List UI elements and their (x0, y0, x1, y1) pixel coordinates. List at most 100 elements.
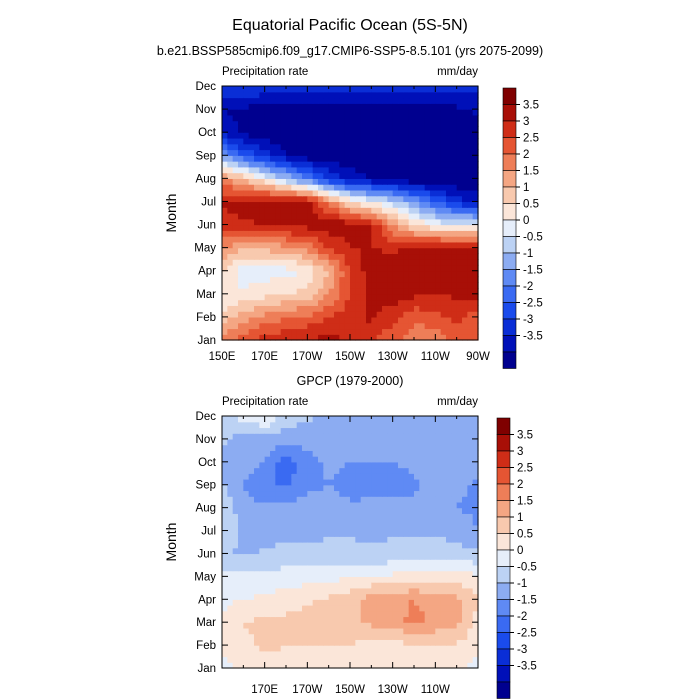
heatmap-cell (318, 207, 324, 214)
heatmap-cell (350, 570, 356, 577)
heatmap-cell (456, 166, 463, 174)
heatmap-cell (419, 132, 426, 139)
heatmap-cell (243, 513, 250, 520)
heatmap-cell (227, 276, 234, 283)
heatmap-cell (392, 645, 399, 652)
heatmap-cell (472, 91, 479, 99)
heatmap-cell (419, 178, 426, 185)
heatmap-cell (398, 456, 404, 463)
heatmap-cell (419, 120, 426, 128)
heatmap-cell (222, 645, 228, 652)
heatmap-cell (472, 547, 479, 555)
heatmap-cell (259, 433, 266, 440)
heatmap-cell (355, 564, 362, 572)
heatmap-cell (451, 524, 458, 532)
colorbar-label: 0 (517, 545, 523, 557)
heatmap-cell (275, 236, 282, 243)
heatmap-cell (243, 416, 250, 423)
heatmap-cell (467, 456, 474, 463)
heatmap-cell (318, 622, 324, 629)
heatmap-cell (264, 639, 271, 646)
heatmap-cell (440, 189, 447, 197)
heatmap-cell (334, 519, 340, 526)
heatmap-cell (398, 433, 404, 440)
heatmap-cell (350, 593, 356, 600)
y-tick-label: Jul (201, 526, 216, 538)
heatmap-cell (408, 479, 415, 486)
heatmap-cell (296, 316, 303, 324)
heatmap-cell (382, 322, 388, 330)
heatmap-cell (424, 103, 431, 110)
heatmap-cell (451, 311, 458, 318)
heatmap-cell (419, 616, 426, 623)
heatmap-cell (451, 479, 458, 486)
heatmap-cell (339, 530, 346, 537)
heatmap-cell (275, 328, 282, 335)
heatmap-cell (270, 633, 276, 640)
heatmap-cell (334, 241, 340, 249)
heatmap-cell (275, 622, 282, 629)
heatmap-cell (286, 559, 292, 566)
heatmap-cell (398, 86, 404, 93)
heatmap-cell (467, 334, 474, 341)
heatmap-cell (232, 639, 239, 646)
heatmap-cell (291, 299, 298, 306)
heatmap-cell (462, 519, 468, 526)
heatmap-cell (451, 316, 458, 324)
heatmap-cell (392, 496, 399, 503)
heatmap-cell (291, 114, 298, 122)
heatmap-cell (392, 178, 399, 185)
heatmap-cell (472, 467, 479, 474)
heatmap-cell (451, 570, 458, 577)
heatmap-cell (419, 605, 426, 612)
heatmap-cell (355, 161, 362, 168)
heatmap-cell (270, 536, 276, 543)
heatmap-cell (419, 627, 426, 635)
heatmap-cell (408, 524, 415, 532)
heatmap-cell (350, 645, 356, 652)
heatmap-cell (360, 322, 367, 330)
heatmap-cell (264, 288, 271, 295)
heatmap-cell (275, 259, 282, 266)
heatmap-cell (334, 501, 340, 509)
heatmap-cell (339, 259, 346, 266)
heatmap-cells (222, 86, 479, 341)
heatmap-cell (366, 189, 372, 197)
heatmap-cell (430, 282, 436, 289)
heatmap-cell (446, 524, 452, 532)
heatmap-cell (435, 656, 442, 663)
heatmap-cell (398, 467, 404, 474)
heatmap-cell (419, 536, 426, 543)
heatmap-cell (355, 496, 362, 503)
heatmap-cell (243, 253, 250, 260)
heatmap-cell (440, 276, 447, 283)
heatmap-cell (387, 622, 394, 629)
heatmap-cell (296, 230, 303, 237)
heatmap-cell (350, 161, 356, 168)
heatmap-cell (387, 86, 394, 93)
heatmap-cell (472, 421, 479, 429)
heatmap-cell (430, 519, 436, 526)
colorbar-label: -1 (523, 248, 533, 260)
heatmap-cell (419, 656, 426, 663)
heatmap-cell (451, 189, 458, 197)
heatmap-cell (307, 86, 314, 93)
heatmap-cell (275, 91, 282, 99)
heatmap-cell (472, 564, 479, 572)
heatmap-cell (344, 490, 351, 497)
heatmap-cell (366, 91, 372, 99)
heatmap-cell (382, 593, 388, 600)
heatmap-cell (446, 450, 452, 457)
heatmap-cell (451, 490, 458, 497)
heatmap-cell (376, 427, 383, 434)
heatmap-cell (344, 587, 351, 595)
heatmap-cell (424, 218, 431, 226)
heatmap-cell (248, 433, 255, 440)
heatmap-cell (382, 501, 388, 509)
heatmap-cell (382, 178, 388, 185)
heatmap-cell (302, 97, 308, 104)
heatmap-cell (339, 645, 346, 652)
heatmap-cell (243, 132, 250, 139)
heatmap-cell (254, 645, 260, 652)
heatmap-cell (259, 524, 266, 532)
